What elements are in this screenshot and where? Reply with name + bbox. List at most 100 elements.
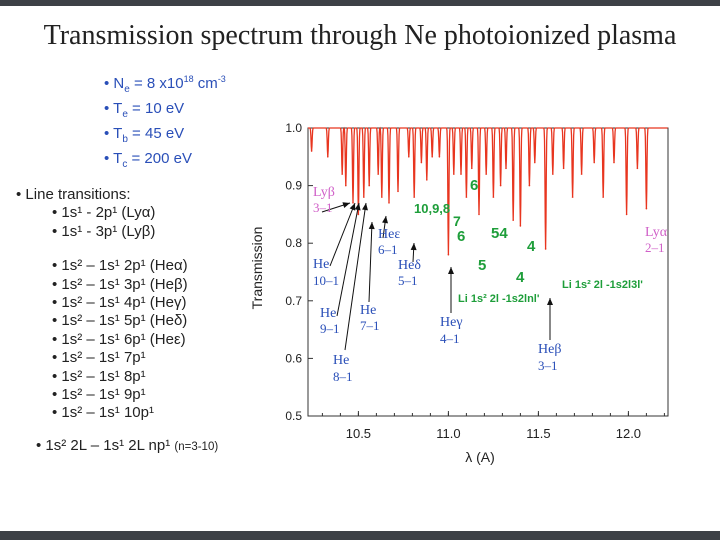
- absorption-line-point: [388, 202, 390, 204]
- parameter-value: = 10 eV: [127, 100, 185, 117]
- absorption-line-point: [377, 173, 380, 175]
- y-tick-label: 0.8: [285, 236, 302, 250]
- parameter-symbol: T: [113, 100, 123, 117]
- arrow-he8-head: [362, 203, 368, 211]
- parameter-subscript: e: [124, 84, 130, 95]
- annotation-label: 6: [470, 177, 478, 194]
- transition-item-he-3: • 1s² – 1s¹ 5p¹ (Heδ): [52, 312, 188, 330]
- absorption-line-point: [613, 161, 615, 164]
- transition-item-he-5: • 1s² – 1s¹ 7p¹: [52, 349, 146, 367]
- chart-axes: [307, 127, 669, 417]
- x-axis-label: λ (A): [465, 449, 495, 465]
- bottom-frame-bar: [0, 531, 720, 540]
- annotation-label: He: [313, 257, 329, 272]
- x-tick-label: 11.5: [526, 426, 550, 441]
- absorption-line-point: [426, 179, 428, 181]
- transition-item-he-2: • 1s² – 1s¹ 4p¹ (Heγ): [52, 294, 187, 312]
- absorption-line-point: [310, 150, 313, 152]
- annotation-label: Li 1s² 2l -1s2l3l': [562, 279, 643, 291]
- spectrum-series: [308, 126, 668, 256]
- arrow-he10: [329, 202, 356, 267]
- arrow-he-delta-head: [410, 243, 417, 251]
- arrow-lybeta-head: [342, 202, 350, 208]
- annotation-label: 4: [516, 269, 525, 286]
- annotation-label: 6: [457, 228, 465, 245]
- parameter-value: = 200 eV: [127, 150, 192, 167]
- absorption-line-point: [519, 225, 522, 227]
- absorption-line-point: [431, 156, 434, 158]
- x-tick-label: 11.0: [436, 426, 460, 441]
- annotation-sublabel: 5–1: [398, 273, 418, 288]
- annotation-label: He: [333, 353, 349, 368]
- absorption-line-point: [413, 196, 416, 198]
- absorption-line-point: [571, 196, 574, 198]
- arrow-he-beta-head: [547, 298, 553, 305]
- annotation-sublabel: 8–1: [333, 369, 353, 384]
- y-tick-label: 1.0: [285, 121, 302, 135]
- transition-item-ly-0: • 1s¹ - 2p¹ (Lyα): [52, 204, 156, 222]
- chart-annotations: Lyβ3–1Lyα2–1He10–1He9–1He8–1He7–1Heε6–1H…: [313, 177, 668, 384]
- annotation-sublabel: 2–1: [645, 240, 665, 255]
- y-tick-label: 0.5: [285, 409, 302, 423]
- annotation-sublabel: 9–1: [320, 321, 340, 336]
- annotation-arrows: [321, 202, 553, 351]
- parameter-3: • Tc = 200 eV: [104, 150, 192, 170]
- absorption-line-point: [453, 173, 455, 175]
- annotation-label: 4: [527, 238, 536, 255]
- absorption-line-point: [645, 207, 648, 210]
- annotation-sublabel: 7–1: [360, 318, 380, 333]
- absorption-line-point: [363, 196, 365, 198]
- absorption-line-point: [460, 173, 462, 175]
- parameter-exponent: 18: [183, 74, 194, 84]
- absorption-line-point: [447, 253, 450, 256]
- parameter-unit: cm: [193, 75, 218, 92]
- transition-item-he-7: • 1s² – 1s¹ 9p¹: [52, 386, 146, 404]
- slide-title: Transmission spectrum through Ne photoio…: [43, 20, 677, 51]
- annotation-sublabel: 3–1: [313, 200, 333, 215]
- absorption-line-point: [465, 196, 468, 198]
- absorption-line-point: [478, 213, 480, 216]
- line-transitions-list: • Line transitions: • 1s¹ - 2p¹ (Lyα) • 1…: [16, 186, 218, 456]
- arrow-he9-head: [354, 203, 361, 211]
- absorption-line-point: [345, 184, 347, 187]
- absorption-line-point: [528, 184, 531, 187]
- absorption-line-point: [602, 196, 604, 198]
- absorption-line-point: [534, 161, 536, 164]
- arrow-he9: [336, 202, 360, 317]
- transition-item-2l: • 1s² 2L – 1s¹ 2L np¹ (n=3-10): [36, 436, 219, 454]
- absorption-line-point: [352, 202, 354, 204]
- annotation-label: Li 1s² 2l -1s2lnl': [458, 293, 540, 305]
- absorption-line-point: [492, 196, 495, 198]
- annotation-sublabel: 10–1: [313, 273, 339, 288]
- absorption-line-point: [357, 213, 360, 216]
- annotation-label: Heβ: [538, 342, 561, 357]
- annotation-sublabel: 6–1: [378, 242, 398, 257]
- arrow-he-gamma-head: [448, 267, 454, 274]
- absorption-line-point: [505, 167, 507, 170]
- absorption-line-point: [580, 173, 583, 175]
- parameter-symbol: T: [113, 125, 123, 142]
- annotation-label: He: [360, 303, 376, 318]
- parameter-symbol: T: [113, 150, 123, 167]
- annotation-label: 5: [478, 257, 486, 274]
- transition-item-he-4: • 1s² – 1s¹ 6p¹ (Heε): [52, 330, 186, 348]
- parameter-subscript: c: [122, 159, 128, 170]
- y-tick-label: 0.6: [285, 351, 302, 365]
- transition-item-he-0: • 1s² – 1s¹ 2p¹ (Heα): [52, 257, 188, 275]
- parameter-subscript: e: [122, 109, 128, 120]
- parameter-symbol: N: [113, 75, 125, 92]
- absorption-line-point: [562, 167, 565, 170]
- parameter-1: • Te = 10 eV: [104, 100, 185, 120]
- parameter-subscript: b: [122, 134, 128, 145]
- parameter-value: = 8 x10: [129, 75, 184, 92]
- annotation-label: He: [320, 306, 336, 321]
- transition-item-he-6: • 1s² – 1s¹ 8p¹: [52, 367, 146, 385]
- absorption-line-point: [471, 167, 473, 170]
- absorption-line-point: [381, 196, 383, 198]
- transition-item-ly-1: • 1s¹ - 3p¹ (Lyβ): [52, 222, 156, 240]
- annotation-label: Lyβ: [313, 185, 335, 200]
- x-tick-label: 12.0: [616, 426, 641, 441]
- transitions-heading: • Line transitions:: [16, 186, 131, 203]
- absorption-line-point: [512, 219, 514, 221]
